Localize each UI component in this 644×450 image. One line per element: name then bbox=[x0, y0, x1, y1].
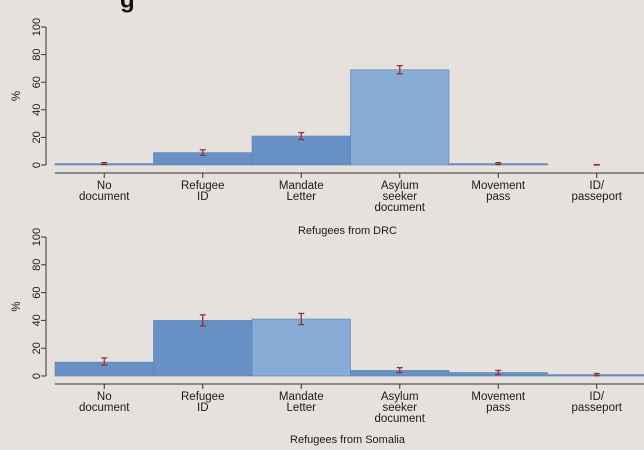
x-tick-label: No document bbox=[79, 180, 130, 203]
y-tick-label: 20 bbox=[31, 342, 43, 354]
x-tick-label: Movement pass bbox=[471, 391, 525, 414]
error-bar-4 bbox=[396, 64, 403, 75]
y-tick-label: 60 bbox=[31, 286, 43, 298]
error-bar-1 bbox=[101, 162, 108, 166]
x-tick-label: Refugee ID bbox=[181, 391, 224, 414]
error-bar-3 bbox=[298, 131, 305, 141]
x-tick-label: Mandate Letter bbox=[279, 180, 324, 203]
error-bar-3 bbox=[298, 312, 305, 326]
error-bar-6 bbox=[593, 372, 600, 377]
panel-title: Refugees from Somalia bbox=[290, 434, 406, 446]
error-bar-2 bbox=[199, 314, 206, 327]
chart-panels: 0 20 40 60 80 100% No document Refugee ID Mandate L… bbox=[11, 18, 644, 446]
error-bar-1 bbox=[101, 357, 108, 366]
error-bar-2 bbox=[199, 149, 206, 156]
y-tick-label: 40 bbox=[31, 314, 43, 326]
chart-panel-1: 0 20 40 60 80 100% No document Refugee ID Mandate L… bbox=[11, 18, 644, 237]
y-tick-label: 80 bbox=[31, 259, 43, 271]
y-tick-label: 60 bbox=[31, 76, 43, 88]
x-tick-label: No document bbox=[79, 391, 130, 414]
y-axis-title: % bbox=[11, 301, 23, 311]
x-tick-label: ID/passeport bbox=[571, 391, 622, 414]
x-tick-label: ID/passeport bbox=[571, 180, 622, 203]
x-tick-label: Asylum seeker document bbox=[374, 180, 425, 214]
error-bar-5 bbox=[495, 369, 502, 376]
y-tick-label: 100 bbox=[31, 228, 43, 246]
bar-4 bbox=[350, 69, 450, 166]
y-tick-label: 0 bbox=[31, 373, 43, 379]
y-axis-title: % bbox=[11, 91, 23, 101]
chart-panel-2: 0 20 40 60 80 100% No document Refugee ID Mandate L… bbox=[11, 228, 644, 446]
panel-title: Refugees from DRC bbox=[298, 225, 397, 237]
y-tick-label: 0 bbox=[31, 162, 43, 168]
bar-2 bbox=[153, 320, 253, 377]
error-bar-5 bbox=[495, 162, 502, 166]
x-tick-label: Asylum seeker document bbox=[374, 391, 425, 425]
y-tick-label: 40 bbox=[31, 104, 43, 116]
bar-3 bbox=[251, 318, 351, 377]
x-tick-label: Movement pass bbox=[471, 180, 525, 203]
y-tick-label: 20 bbox=[31, 131, 43, 143]
x-tick-label: Mandate Letter bbox=[279, 391, 324, 414]
error-bar-4 bbox=[396, 367, 403, 374]
figure-title-fragment: g bbox=[120, 0, 135, 13]
bar-3 bbox=[251, 135, 351, 166]
y-tick-label: 80 bbox=[31, 48, 43, 60]
x-tick-label: Refugee ID bbox=[181, 180, 224, 203]
y-tick-label: 100 bbox=[31, 18, 43, 36]
